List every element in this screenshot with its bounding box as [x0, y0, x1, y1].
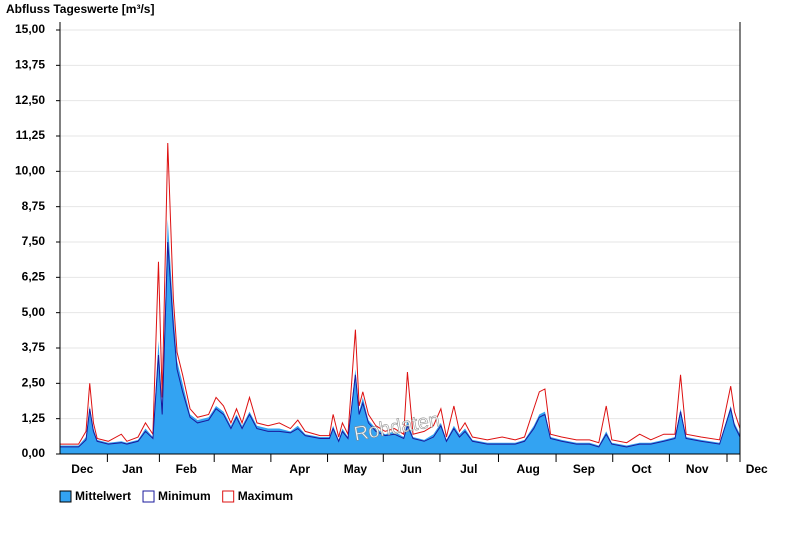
y-tick-label: 0,00 — [22, 446, 46, 460]
x-tick-label: Sep — [573, 462, 595, 476]
legend-swatch — [222, 490, 235, 503]
y-tick-label: 13,75 — [15, 58, 45, 72]
x-tick-label: Aug — [517, 462, 540, 476]
y-tick-label: 2,50 — [22, 376, 46, 390]
y-tick-label: 12,50 — [15, 93, 45, 107]
x-tick-label: Mar — [231, 462, 253, 476]
x-tick-label: May — [344, 462, 368, 476]
x-tick-label: Feb — [176, 462, 197, 476]
line — [60, 143, 740, 445]
x-tick-label: Jul — [460, 462, 477, 476]
y-tick-label: 7,50 — [22, 234, 46, 248]
line — [60, 241, 740, 448]
x-tick-label: Jan — [122, 462, 143, 476]
legend-swatch — [59, 490, 72, 503]
x-tick-label: Apr — [289, 462, 310, 476]
x-tick-label: Nov — [686, 462, 709, 476]
y-tick-label: 15,00 — [15, 22, 45, 36]
x-tick-label: Dec — [71, 462, 93, 476]
x-tick-label: Dec — [746, 462, 768, 476]
legend-label: Mittelwert — [75, 489, 131, 503]
y-tick-label: 1,25 — [22, 411, 46, 425]
y-tick-label: 3,75 — [22, 340, 46, 354]
x-tick-label: Jun — [400, 462, 421, 476]
y-tick-label: 10,00 — [15, 164, 45, 178]
legend-label: Minimum — [158, 489, 211, 503]
y-tick-label: 11,25 — [16, 128, 46, 142]
y-tick-label: 6,25 — [22, 270, 46, 284]
chart-title: Abfluss Tageswerte [m³/s] — [6, 2, 154, 16]
y-tick-label: 5,00 — [22, 305, 46, 319]
x-tick-label: Oct — [632, 462, 652, 476]
legend-swatch — [142, 490, 155, 503]
legend-label: Maximum — [238, 489, 293, 503]
y-tick-label: 8,75 — [22, 199, 46, 213]
